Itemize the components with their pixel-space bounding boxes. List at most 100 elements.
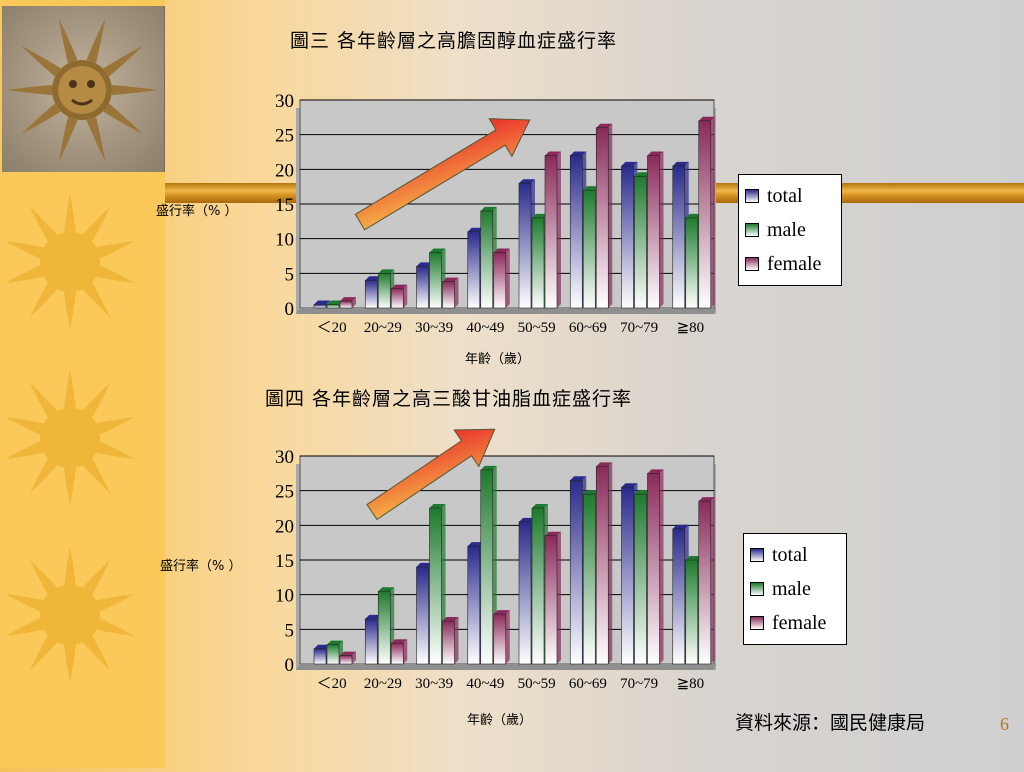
bar-female	[493, 613, 507, 665]
bar-female	[339, 655, 353, 665]
bar-female	[390, 642, 404, 665]
y-tick-label: 5	[285, 620, 295, 641]
photo-sun-ray	[103, 103, 143, 135]
bar-top	[545, 531, 561, 536]
bar-total	[416, 266, 429, 309]
bar-top	[532, 213, 548, 218]
y-tick-label: 15	[275, 195, 294, 216]
bar-total	[313, 648, 327, 665]
x-tick-label: ＜20	[317, 320, 347, 336]
sun-ray	[63, 635, 77, 683]
legend-swatch-male	[750, 582, 764, 596]
x-tick-label: 30~39	[415, 676, 453, 692]
bar-top	[519, 517, 535, 522]
bar-top	[583, 490, 600, 495]
bar-female	[339, 300, 353, 309]
bar-female	[442, 281, 455, 309]
bar-top	[467, 227, 484, 232]
bar-female	[442, 620, 455, 665]
bar-top	[493, 248, 510, 253]
bar-top	[698, 497, 715, 502]
bar-total	[621, 486, 634, 665]
x-tick-label: 50~59	[518, 676, 556, 692]
bar-side	[659, 151, 664, 308]
bar-total	[672, 528, 686, 665]
bar-top	[442, 617, 459, 622]
y-tick-label: 0	[285, 299, 295, 320]
legend-item-total: total	[750, 538, 840, 572]
bar-male	[685, 217, 699, 309]
bar-total	[364, 279, 378, 309]
legend-label: female	[772, 611, 827, 634]
sun-ray	[63, 370, 77, 418]
bar-side	[710, 116, 715, 308]
y-tick-label: 15	[275, 551, 294, 572]
legend-swatch-total	[750, 548, 764, 562]
bar-male	[377, 590, 391, 665]
bar-side	[710, 497, 715, 664]
legend-item-male: male	[745, 213, 835, 247]
bar-side	[454, 277, 459, 308]
bar-top	[596, 462, 613, 467]
x-tick-label: 30~39	[415, 320, 453, 336]
photo-sun-ray	[21, 45, 61, 77]
y-tick-label: 25	[275, 126, 294, 147]
x-tick-label: ≧80	[677, 320, 705, 336]
photo-sun-ray	[58, 18, 78, 64]
bar-side	[659, 469, 664, 664]
bar-side	[352, 651, 356, 664]
photo-sun-ray	[86, 18, 106, 64]
chart1-plot: 0 5 10 15 20 25 30 ＜20 20~29 30~39 40~49 50~59 60~69…	[275, 91, 716, 336]
x-tick-label: 40~49	[466, 676, 504, 692]
bar-side	[505, 248, 510, 308]
bar-male	[685, 559, 699, 665]
x-tick-label: 50~59	[518, 320, 556, 336]
bar-top	[583, 186, 600, 191]
chart1-xlabel: 年齡（歲）	[465, 352, 531, 367]
sun-face-photo-drawing	[7, 18, 157, 162]
bar-male	[531, 217, 545, 309]
bar-total	[364, 618, 378, 665]
legend-swatch-female	[750, 616, 764, 630]
x-tick-label: 20~29	[364, 320, 402, 336]
chart2-plot: 0 5 10 15 20 25 30 ＜20 20~29 30~39 40~49 50~59 60~69…	[275, 428, 716, 692]
photo-sun-ray	[21, 103, 61, 135]
bar-top	[340, 651, 356, 656]
bar-total	[467, 545, 481, 665]
x-tick-label: 70~79	[620, 676, 658, 692]
sun-icon	[5, 547, 135, 683]
chart2-xlabel: 年齡（歲）	[467, 713, 533, 728]
x-tick-label: 60~69	[569, 676, 607, 692]
bar-side	[403, 284, 408, 308]
plot-floor	[296, 664, 716, 670]
bar-total	[569, 155, 583, 309]
bar-side	[352, 297, 356, 308]
legend-swatch-female	[745, 257, 759, 271]
y-tick-label: 10	[275, 586, 294, 607]
bar-total	[518, 182, 532, 309]
bar-top	[314, 300, 330, 305]
bar-side	[454, 617, 459, 664]
x-tick-label: 70~79	[620, 320, 658, 336]
photo-sun-ray	[58, 116, 78, 162]
photo-sun-ray	[103, 45, 143, 77]
bar-top	[634, 490, 651, 495]
bar-top	[570, 151, 587, 156]
bar-side	[557, 531, 561, 664]
legend-swatch-male	[745, 223, 759, 237]
legend-item-male: male	[750, 572, 840, 606]
bar-top	[647, 469, 664, 474]
legend-item-female: female	[745, 247, 835, 281]
legend-label: male	[767, 218, 806, 241]
y-tick-label: 0	[285, 655, 295, 676]
bar-side	[505, 610, 510, 664]
bar-total	[416, 566, 429, 665]
bar-side	[608, 123, 613, 308]
bar-top	[314, 644, 330, 649]
sun-icons-column	[5, 194, 135, 683]
bar-total	[569, 479, 583, 665]
bar-total	[518, 521, 532, 665]
y-tick-label: 20	[275, 516, 294, 537]
bar-female	[544, 535, 558, 665]
sun-core	[40, 232, 100, 292]
